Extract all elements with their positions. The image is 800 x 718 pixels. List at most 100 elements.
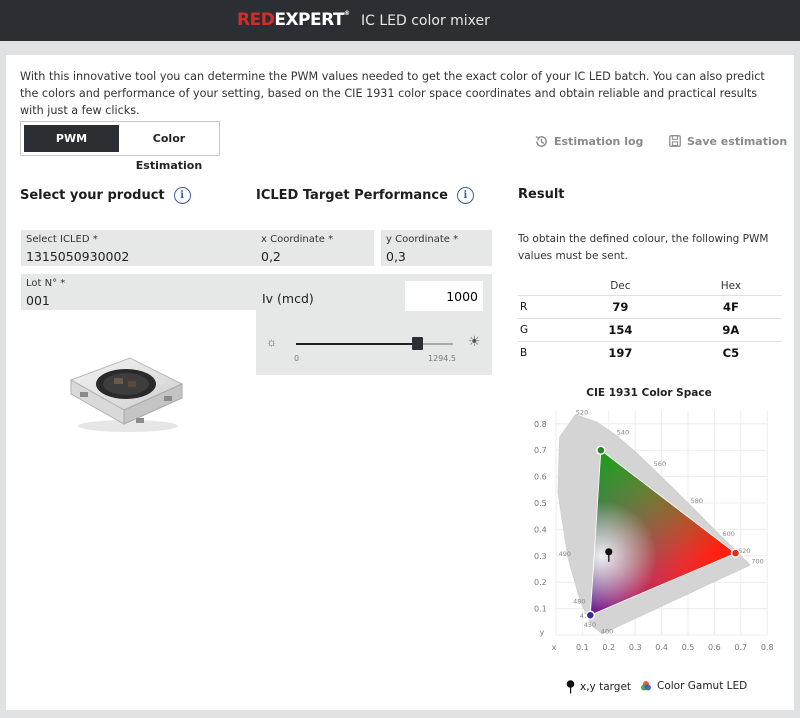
led-product-image: [69, 357, 184, 432]
legend-target-label: x,y target: [580, 681, 632, 693]
pwm-hex-value: 9A: [679, 318, 782, 342]
estimation-log-label: Estimation log: [554, 135, 644, 148]
gamut-white-shade: [590, 450, 736, 616]
wavelength-label: 480: [573, 597, 585, 605]
result-text: To obtain the defined colour, the follow…: [518, 233, 769, 262]
select-icled-label: Select ICLED *: [26, 234, 98, 245]
brand-logo: REDEXPERT®: [237, 10, 350, 30]
x-axis-label: x: [552, 643, 557, 652]
info-icon[interactable]: i: [456, 187, 474, 204]
x-tick-label: 0.3: [629, 643, 642, 652]
iv-label: Iv (mcd): [262, 291, 314, 306]
pwm-col-hex: Hex: [720, 280, 742, 292]
x-tick-label: 0.8: [761, 643, 774, 652]
pwm-dec-value: 79: [561, 295, 680, 319]
sun-bright-icon: ☀: [468, 333, 481, 349]
lot-number-label: Lot N° *: [26, 278, 66, 289]
pwm-dec-value: 154: [561, 318, 680, 342]
pwm-hex-value: 4F: [679, 295, 782, 319]
wavelength-label: 520: [576, 409, 588, 417]
legend-target: x,y target: [566, 680, 631, 694]
result-title: Result: [518, 187, 565, 202]
target-pin-head: [605, 548, 613, 556]
info-icon[interactable]: i: [173, 187, 191, 204]
tab-color-estimation[interactable]: Color Estimation: [135, 132, 203, 172]
iv-input[interactable]: [405, 281, 483, 311]
cie-chart: CIE 1931 Color Space 4004504704804905205…: [534, 387, 774, 652]
y-coordinate-field[interactable]: y Coordinate * 0,3: [381, 230, 492, 266]
pwm-table: Dec Hex R 79 4F G 154 9A B 197 C5: [518, 277, 782, 364]
pwm-col-dec: Dec: [610, 280, 631, 292]
select-icled-field[interactable]: Select ICLED * 1315050930002: [21, 230, 257, 266]
y-tick-label: 0.7: [534, 446, 547, 455]
wavelength-label: 620: [738, 547, 750, 555]
axis-ticks: 0.1 0.2 0.3 0.4 0.5 0.6 0.7 0.8 0.1 0.2 0.3 0.4 0.5 0…: [534, 420, 774, 652]
y-tick-label: 0.2: [534, 578, 547, 587]
target-title-text: ICLED Target Performance: [256, 188, 448, 203]
color-wheel-icon: [641, 681, 651, 691]
lot-number-field[interactable]: Lot N° * 001: [21, 274, 257, 310]
product-title-text: Select your product: [20, 188, 165, 203]
pwm-col-channel: [518, 277, 561, 296]
x-tick-label: 0.1: [576, 643, 589, 652]
iv-slider[interactable]: [296, 337, 453, 350]
x-tick-label: 0.2: [602, 643, 615, 652]
estimation-log-button[interactable]: Estimation log: [534, 134, 643, 149]
x-tick-label: 0.4: [655, 643, 668, 652]
slider-max-label: 1294.5: [428, 354, 456, 363]
save-icon: [669, 135, 681, 147]
wavelength-label: 600: [722, 530, 734, 538]
main-panel: With this innovative tool you can determ…: [6, 55, 794, 710]
table-row: R 79 4F: [518, 295, 782, 319]
wavelength-label: 540: [617, 428, 629, 436]
chart-markers: [585, 445, 741, 620]
y-tick-label: 0.6: [534, 473, 547, 482]
tab-pwm-estimation[interactable]: PWM Estimation: [24, 125, 119, 172]
brand-white-text: EXPERT: [274, 10, 345, 30]
mode-tabs: PWM Estimation Color Estimation: [20, 121, 220, 172]
pwm-channel: G: [518, 318, 561, 342]
y-tick-label: 0.8: [534, 420, 547, 429]
y-axis-label: y: [540, 628, 545, 637]
gamut-point-blue: [585, 610, 596, 620]
brand-mark: ®: [344, 10, 350, 17]
lot-number-value: 001: [26, 293, 50, 308]
wavelength-label: 580: [691, 497, 703, 505]
pwm-channel: R: [518, 295, 561, 319]
top-bar: REDEXPERT® IC LED color mixer: [0, 0, 800, 41]
x-tick-label: 0.6: [708, 643, 721, 652]
save-estimation-button[interactable]: Save estimation: [668, 134, 787, 148]
gamut-triangle: [589, 449, 737, 616]
y-tick-label: 0.1: [534, 605, 547, 614]
y-coordinate-label: y Coordinate *: [386, 234, 459, 245]
x-coordinate-label: x Coordinate *: [261, 234, 334, 245]
wavelength-label: 700: [751, 558, 763, 566]
wavelength-label: 400: [601, 628, 613, 636]
x-tick-label: 0.7: [734, 643, 747, 652]
x-coordinate-value: 0,2: [261, 249, 281, 264]
select-icled-value: 1315050930002: [26, 249, 130, 264]
legend-gamut: Color Gamut LED: [640, 680, 747, 692]
app-title: IC LED color mixer: [361, 13, 490, 29]
y-tick-label: 0.3: [534, 552, 547, 561]
wavelength-label: 560: [654, 460, 666, 468]
history-icon: [535, 136, 547, 147]
table-row: G 154 9A: [518, 318, 782, 342]
x-coordinate-field[interactable]: x Coordinate * 0,2: [256, 230, 374, 266]
wavelength-label: 450: [584, 621, 596, 629]
iv-slider-fill: [296, 343, 418, 345]
gamut-outline: [589, 449, 737, 616]
y-tick-label: 0.4: [534, 525, 547, 534]
chart-title: CIE 1931 Color Space: [586, 387, 711, 399]
iv-slider-thumb[interactable]: [412, 337, 424, 350]
wavelength-label: 490: [559, 550, 571, 558]
pwm-hex-value: C5: [679, 341, 782, 364]
iv-panel: Iv (mcd) ☼ ☀ 0 1294.5: [256, 274, 492, 375]
x-tick-label: 0.5: [682, 643, 695, 652]
pwm-channel: B: [518, 341, 561, 364]
save-estimation-label: Save estimation: [687, 134, 788, 148]
product-section-title: Select your product i: [20, 187, 191, 204]
sun-dim-icon: ☼: [266, 335, 277, 349]
map-pin-icon: [566, 680, 575, 694]
y-coordinate-value: 0,3: [386, 249, 406, 264]
